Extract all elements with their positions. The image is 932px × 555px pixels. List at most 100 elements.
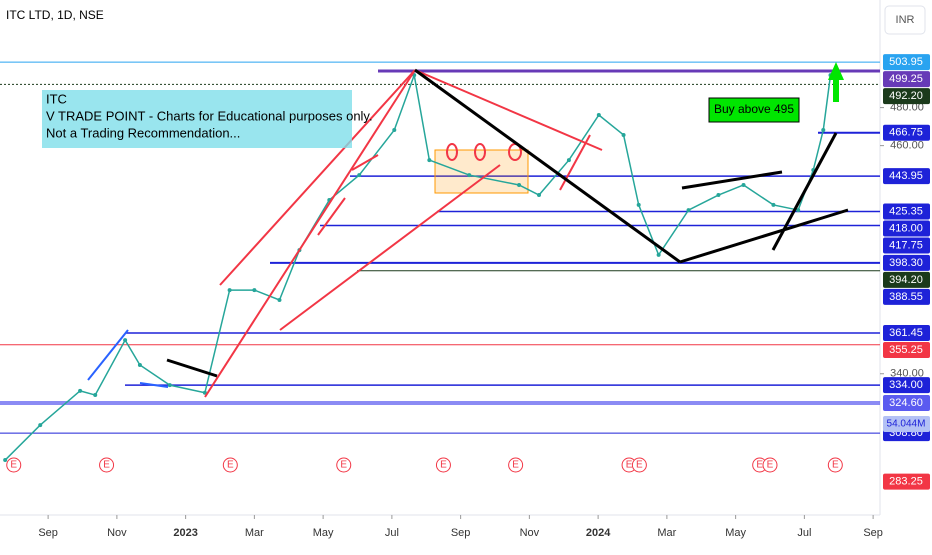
event-label: E — [756, 460, 763, 471]
price-point — [3, 458, 8, 463]
event-label: E — [636, 460, 643, 471]
level-label: 492.20 — [889, 90, 923, 102]
x-tick-label: 2023 — [173, 527, 197, 539]
price-point — [656, 252, 661, 257]
price-point — [123, 338, 128, 343]
up-arrow — [828, 62, 844, 102]
x-tick-label: Sep — [863, 527, 883, 539]
level-tag — [883, 254, 930, 271]
price-point — [93, 393, 98, 398]
price-point — [596, 113, 601, 118]
event-marker — [99, 457, 115, 473]
level-tag — [883, 168, 930, 185]
level-label: 418.00 — [889, 222, 923, 234]
level-label: 334.00 — [889, 379, 923, 391]
level-tag — [883, 288, 930, 305]
level-label: 361.45 — [889, 327, 923, 339]
level-tag — [883, 71, 930, 88]
x-tick-label: May — [725, 527, 746, 539]
x-tick-label: Sep — [38, 527, 58, 539]
price-point — [821, 128, 826, 133]
level-tag — [883, 395, 930, 412]
level-label: 283.25 — [889, 476, 923, 488]
price-point — [38, 423, 43, 428]
level-label: 443.95 — [889, 170, 923, 182]
price-point — [537, 193, 541, 198]
buy-text: Buy above 495 — [714, 102, 794, 116]
event-label: E — [512, 460, 519, 471]
event-label: E — [103, 460, 110, 471]
event-marker — [508, 457, 524, 473]
price-point — [636, 202, 641, 207]
event-label: E — [832, 460, 839, 471]
level-label: 394.20 — [889, 274, 923, 286]
x-tick-label: Sep — [451, 527, 471, 539]
price-point — [137, 363, 142, 368]
event-label: E — [340, 460, 347, 471]
event-marker — [222, 457, 238, 473]
level-tag — [883, 324, 930, 341]
event-label: E — [626, 460, 633, 471]
level-tag — [883, 124, 930, 141]
price-point — [202, 390, 207, 395]
blue-trendlines — [87, 329, 169, 388]
event-marker — [435, 457, 451, 473]
y-tick-label: 340.00 — [890, 368, 924, 380]
y-tick-label: 480.00 — [890, 102, 924, 114]
level-tag — [883, 377, 930, 394]
price-point — [771, 202, 776, 207]
price-point — [796, 208, 801, 213]
x-tick-label: Nov — [520, 527, 540, 539]
price-point — [252, 288, 257, 293]
levels — [0, 61, 880, 434]
level-tag — [883, 88, 930, 105]
price-point — [392, 128, 397, 133]
level-label: 466.75 — [889, 127, 923, 139]
price-point — [686, 208, 691, 213]
volume-label: 54.044M — [887, 419, 926, 430]
x-tick-label: Jul — [385, 527, 399, 539]
price-point — [517, 182, 522, 187]
event-marker — [336, 457, 352, 473]
x-tick-label: 2024 — [586, 527, 611, 539]
price-point — [78, 388, 83, 393]
event-label: E — [767, 460, 774, 471]
level-label: 355.25 — [889, 344, 923, 356]
event-marker — [762, 457, 778, 473]
x-tick-label: Jul — [797, 527, 811, 539]
level-label: 398.30 — [889, 257, 923, 269]
currency: INR — [896, 14, 915, 26]
level-tag — [883, 54, 930, 71]
volume-tag — [883, 416, 930, 432]
note-box — [42, 90, 352, 148]
level-label: 388.55 — [889, 291, 923, 303]
level-tag — [883, 271, 930, 288]
level-label: 324.60 — [889, 397, 923, 409]
event-marker — [6, 457, 22, 473]
x-tick-label: May — [313, 527, 334, 539]
price-point — [566, 158, 571, 163]
chart-title: ITC LTD, 1D, NSE — [6, 8, 104, 22]
price-point — [357, 173, 362, 178]
level-tag — [883, 237, 930, 254]
note-title: ITC — [46, 91, 67, 106]
note-line: V TRADE POINT - Charts for Educational p… — [46, 108, 373, 123]
event-label: E — [440, 460, 447, 471]
event-label: E — [10, 460, 17, 471]
level-tag — [883, 473, 930, 490]
red-trendlines — [204, 69, 603, 398]
level-tag — [883, 203, 930, 220]
currency-button[interactable] — [884, 5, 926, 35]
price-point — [227, 288, 232, 293]
x-tick-label: Mar — [245, 527, 264, 539]
range-box — [434, 149, 529, 194]
level-label: 417.75 — [889, 239, 923, 251]
note-line: Not a Trading Recommendation... — [46, 125, 240, 140]
level-label: 499.25 — [889, 73, 923, 85]
price-point — [741, 182, 746, 187]
level-label: 425.35 — [889, 205, 923, 217]
series — [3, 72, 833, 463]
price-point — [716, 193, 721, 198]
x-tick-label: Nov — [107, 527, 127, 539]
